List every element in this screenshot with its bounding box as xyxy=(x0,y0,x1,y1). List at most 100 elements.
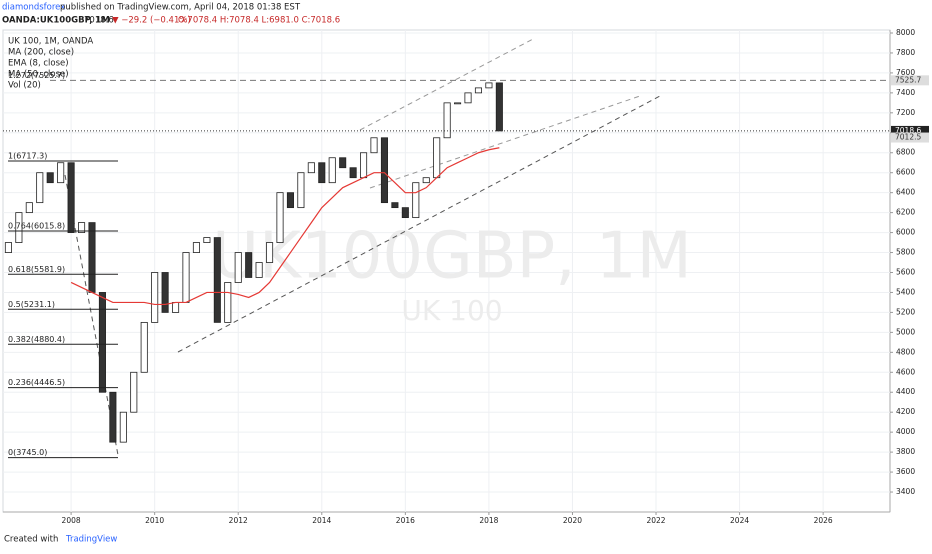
y-tick-label: 5200 xyxy=(896,307,915,316)
trendline xyxy=(177,95,661,353)
candle xyxy=(192,242,200,253)
candle xyxy=(36,172,44,204)
x-tick-label: 2022 xyxy=(646,516,665,525)
y-tick-label: 5800 xyxy=(896,248,915,257)
change: ▼ −29.2 (−0.41%) xyxy=(112,16,191,26)
price-tag-label: 7012.5 xyxy=(895,133,921,142)
candle xyxy=(255,262,263,278)
symbol: OANDA:UK100GBP, 1M xyxy=(2,16,110,26)
y-tick-label: 3400 xyxy=(896,487,915,496)
y-tick-label: 6400 xyxy=(896,188,915,197)
candle xyxy=(401,207,409,219)
ma-line xyxy=(70,147,500,306)
y-tick-label: 7200 xyxy=(896,108,915,117)
legend-item: UK 100, 1M, OANDA xyxy=(8,37,93,47)
legend-item: MA (50, close) xyxy=(8,70,69,80)
y-tick-label: 8000 xyxy=(896,28,915,37)
y-tick-label: 4000 xyxy=(896,427,915,436)
author[interactable]: diamondsforex xyxy=(2,3,65,13)
candle xyxy=(46,172,54,184)
candle xyxy=(109,391,117,443)
x-tick-label: 2024 xyxy=(730,516,749,525)
candle xyxy=(119,411,127,443)
candle xyxy=(182,252,190,303)
fib-label: 0(3745.0) xyxy=(8,448,47,457)
candle xyxy=(98,292,106,393)
candle xyxy=(485,82,493,89)
y-tick-label: 4200 xyxy=(896,407,915,416)
legend-item: MA (200, close) xyxy=(8,48,74,58)
candle xyxy=(412,182,420,219)
legend-item: Vol (20) xyxy=(8,81,41,91)
candle xyxy=(391,202,399,209)
x-tick-label: 2016 xyxy=(396,516,415,525)
last-price: 7018.6 xyxy=(84,16,114,26)
trendline xyxy=(359,37,536,131)
candle xyxy=(78,222,86,233)
fib-label: 1.272(7525.7) xyxy=(8,71,65,80)
x-tick-label: 2014 xyxy=(312,516,331,525)
y-tick-label: 6200 xyxy=(896,208,915,217)
candle xyxy=(339,157,347,169)
fib-label: 1(6717.3) xyxy=(8,151,47,160)
x-tick-label: 2026 xyxy=(814,516,833,525)
candle xyxy=(161,272,169,313)
y-tick-label: 5400 xyxy=(896,287,915,296)
y-tick-label: 4800 xyxy=(896,347,915,356)
y-tick-label: 5000 xyxy=(896,327,915,336)
ohlc: O:7078.4 H:7078.4 L:6981.0 C:7018.6 xyxy=(178,16,340,26)
y-tick-label: 4400 xyxy=(896,387,915,396)
candle xyxy=(25,202,33,214)
y-tick-label: 6600 xyxy=(896,168,915,177)
candle xyxy=(307,162,315,174)
watermark: UK100GBP, 1M xyxy=(212,220,692,294)
candle xyxy=(4,242,12,253)
fib-label: 0.618(5581.9) xyxy=(8,265,65,274)
fib-label: 0.236(4446.5) xyxy=(8,378,65,387)
candle xyxy=(360,152,368,179)
candle xyxy=(433,137,441,179)
candle xyxy=(140,321,148,373)
y-tick-label: 6000 xyxy=(896,228,915,237)
candle xyxy=(67,162,75,233)
candle xyxy=(328,157,336,184)
candle xyxy=(349,167,357,179)
candle xyxy=(443,102,451,139)
y-tick-label: 3800 xyxy=(896,447,915,456)
footer-created: Created with xyxy=(4,535,58,545)
y-tick-label: 6800 xyxy=(896,148,915,157)
fib-label: 0.5(5231.1) xyxy=(8,300,55,309)
y-tick-label: 5600 xyxy=(896,267,915,276)
candle xyxy=(172,302,180,313)
y-tick-label: 7600 xyxy=(896,68,915,77)
candle xyxy=(245,252,253,278)
candle xyxy=(422,177,430,184)
watermark-sub: UK 100 xyxy=(401,294,502,327)
x-tick-label: 2020 xyxy=(563,516,582,525)
candle xyxy=(370,137,378,154)
candle xyxy=(57,162,65,184)
candle xyxy=(495,82,503,132)
candle xyxy=(474,87,482,94)
fib-label: 0.382(4880.4) xyxy=(8,335,65,344)
candle xyxy=(266,242,274,263)
candle xyxy=(88,222,96,293)
candle xyxy=(151,272,159,323)
candle xyxy=(318,162,326,184)
candle xyxy=(203,237,211,243)
candle xyxy=(464,92,472,104)
published: published on TradingView.com, April 04, … xyxy=(60,3,301,13)
candle xyxy=(286,192,294,209)
price-tag xyxy=(891,132,929,143)
footer-brand[interactable]: TradingView xyxy=(65,535,117,545)
x-tick-label: 2012 xyxy=(229,516,248,525)
price-tag xyxy=(891,75,929,86)
y-tick-label: 4600 xyxy=(896,367,915,376)
candle xyxy=(130,371,138,413)
x-tick-label: 2018 xyxy=(479,516,498,525)
x-tick-label: 2010 xyxy=(145,516,164,525)
y-tick-label: 7800 xyxy=(896,48,915,57)
candle xyxy=(224,282,232,323)
price-tag xyxy=(891,125,929,136)
